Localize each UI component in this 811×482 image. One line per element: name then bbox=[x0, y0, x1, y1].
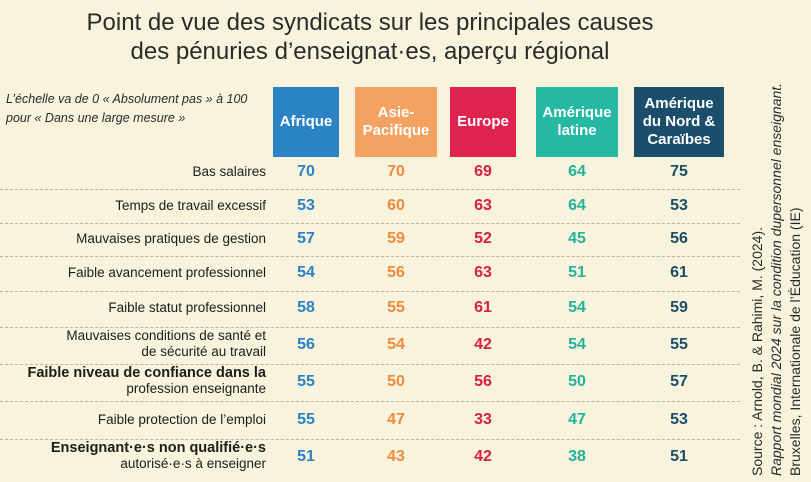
value-cell: 51 bbox=[297, 448, 315, 465]
column-header-4: Amérique latine bbox=[536, 87, 618, 157]
value-cell: 45 bbox=[568, 230, 586, 247]
value-cell: 56 bbox=[387, 264, 405, 281]
title-line-1: Point de vue des syndicats sur les princ… bbox=[86, 9, 654, 36]
value-cell: 55 bbox=[297, 411, 315, 428]
value-cell: 50 bbox=[568, 373, 586, 390]
row-label: Bas salaires bbox=[192, 164, 266, 179]
value-cell: 70 bbox=[387, 163, 405, 180]
column-header-2: Asie- Pacifique bbox=[355, 87, 437, 157]
column-header-label: Afrique bbox=[279, 113, 333, 130]
value-cell: 58 bbox=[297, 299, 315, 316]
value-cell: 69 bbox=[474, 163, 492, 180]
value-cell: 43 bbox=[387, 448, 405, 465]
value-cell: 54 bbox=[568, 299, 586, 316]
column-header-3: Europe bbox=[450, 87, 516, 157]
title-line-2: des pénuries d’enseignat·es, aperçu régi… bbox=[130, 38, 610, 65]
source-line-3: Bruxelles, Internationale de l’Éducation… bbox=[787, 207, 803, 476]
row-label: Faible statut professionnel bbox=[108, 300, 266, 315]
value-cell: 47 bbox=[568, 411, 586, 428]
value-cell: 63 bbox=[474, 197, 492, 214]
value-cell: 33 bbox=[474, 411, 492, 428]
value-cell: 50 bbox=[387, 373, 405, 390]
scale-note: L’échelle va de 0 « Absolument pas » à 1… bbox=[6, 92, 248, 125]
row-label: Enseignant·e·s non qualifié·e·s autorisé·… bbox=[50, 440, 266, 471]
column-header-label: Amérique latine bbox=[542, 104, 612, 139]
value-cell: 61 bbox=[670, 264, 688, 281]
value-cell: 52 bbox=[474, 230, 492, 247]
value-cell: 53 bbox=[670, 197, 688, 214]
row-label: Faible avancement professionnel bbox=[67, 265, 266, 280]
row-separator bbox=[0, 189, 740, 190]
row-separator bbox=[0, 364, 740, 365]
row-separator bbox=[0, 223, 740, 224]
value-cell: 55 bbox=[670, 336, 688, 353]
value-cell: 54 bbox=[387, 336, 405, 353]
row-label: Mauvaises pratiques de gestion bbox=[76, 231, 266, 246]
column-header-label: Amérique du Nord & Caraïbes bbox=[642, 95, 716, 148]
value-cell: 53 bbox=[670, 411, 688, 428]
row-separator bbox=[0, 256, 740, 257]
value-cell: 55 bbox=[387, 299, 405, 316]
row-label: Temps de travail excessif bbox=[115, 198, 266, 213]
row-separator bbox=[0, 439, 740, 440]
value-cell: 57 bbox=[297, 230, 315, 247]
value-cell: 38 bbox=[568, 448, 586, 465]
value-cell: 55 bbox=[297, 373, 315, 390]
value-cell: 64 bbox=[568, 163, 586, 180]
value-cell: 51 bbox=[568, 264, 586, 281]
value-cell: 70 bbox=[297, 163, 315, 180]
value-cell: 54 bbox=[297, 264, 315, 281]
column-header-1: Afrique bbox=[273, 87, 339, 157]
value-cell: 42 bbox=[474, 448, 492, 465]
value-cell: 59 bbox=[387, 230, 405, 247]
row-label: Mauvaises conditions de santé et de sécur… bbox=[66, 328, 266, 359]
source-line-1: Source : Arnold, B. & Rahimi, M. (2024). bbox=[749, 227, 765, 476]
row-separator bbox=[0, 327, 740, 328]
chart-title: Point de vue des syndicats sur les princ… bbox=[0, 8, 740, 66]
row-label: Faible niveau de confiance dans la profes… bbox=[27, 365, 266, 396]
column-header-label: Europe bbox=[457, 113, 509, 130]
value-cell: 56 bbox=[670, 230, 688, 247]
value-cell: 75 bbox=[670, 163, 688, 180]
value-cell: 47 bbox=[387, 411, 405, 428]
column-header-5: Amérique du Nord & Caraïbes bbox=[634, 87, 724, 157]
value-cell: 61 bbox=[474, 299, 492, 316]
source-note: Source : Arnold, B. & Rahimi, M. (2024).… bbox=[744, 0, 811, 482]
value-cell: 53 bbox=[297, 197, 315, 214]
value-cell: 54 bbox=[568, 336, 586, 353]
value-cell: 42 bbox=[474, 336, 492, 353]
value-cell: 56 bbox=[474, 373, 492, 390]
row-separator bbox=[0, 401, 740, 402]
value-cell: 56 bbox=[297, 336, 315, 353]
column-header-label: Asie- Pacifique bbox=[362, 104, 430, 139]
value-cell: 63 bbox=[474, 264, 492, 281]
value-cell: 51 bbox=[670, 448, 688, 465]
row-label: Faible protection de l’emploi bbox=[97, 412, 266, 427]
row-separator bbox=[0, 291, 740, 292]
source-line-2: Rapport mondial 2024 sur la condition du… bbox=[768, 82, 784, 476]
value-cell: 64 bbox=[568, 197, 586, 214]
value-cell: 59 bbox=[670, 299, 688, 316]
value-cell: 60 bbox=[387, 197, 405, 214]
value-cell: 57 bbox=[670, 373, 688, 390]
